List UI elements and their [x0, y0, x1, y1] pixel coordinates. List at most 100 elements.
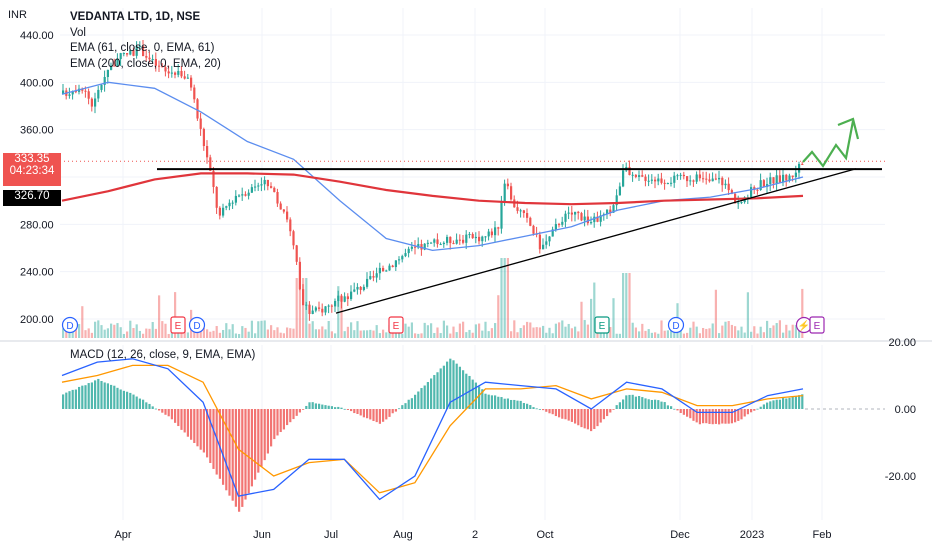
macd-histogram-bar: [81, 385, 84, 409]
volume-bar: [622, 273, 625, 338]
candle-body: [151, 58, 154, 60]
candle-body: [148, 57, 151, 60]
volume-bar: [167, 333, 170, 338]
event-marker-label: D: [193, 321, 200, 332]
macd-histogram-bar: [698, 409, 701, 425]
candle-body: [657, 178, 660, 182]
candle-body: [417, 244, 420, 248]
volume-bar: [698, 333, 701, 338]
candle-body: [241, 194, 244, 196]
volume-bar: [151, 322, 154, 338]
event-marker: [388, 316, 404, 334]
candle-body: [228, 202, 231, 207]
volume-bar: [634, 327, 637, 338]
volume-bar: [244, 327, 247, 338]
macd-histogram-bar: [298, 409, 301, 413]
macd-histogram-bar: [791, 396, 794, 409]
time-tick-label: Oct: [536, 529, 553, 541]
macd-histogram-bar: [366, 409, 369, 419]
macd-histogram-bar: [734, 409, 737, 423]
volume-bar: [458, 323, 461, 338]
macd-legend[interactable]: MACD (12, 26, close, 9, EMA, EMA): [70, 349, 256, 361]
macd-histogram-bar: [292, 409, 295, 420]
candle-body: [711, 178, 714, 182]
volume-bar: [62, 328, 65, 338]
volume-bar: [468, 329, 471, 338]
candle-body: [314, 307, 317, 311]
macd-tick-label: 0.00: [895, 404, 916, 416]
candle-body: [772, 177, 775, 184]
candle-body: [206, 146, 209, 158]
volume-bar: [378, 333, 381, 338]
candle-body: [334, 301, 337, 307]
candle-body: [158, 65, 161, 67]
macd-histogram-bar: [676, 409, 679, 411]
candle-body: [769, 177, 772, 185]
volume-bar: [420, 333, 423, 338]
macd-histogram-bar: [289, 409, 292, 423]
macd-histogram-bar: [330, 406, 333, 409]
macd-histogram-bar: [308, 402, 311, 409]
candle-body: [449, 236, 452, 244]
volume-bar: [481, 330, 484, 338]
candle-body: [289, 219, 292, 232]
candle-body: [503, 183, 506, 203]
candle-body: [119, 53, 122, 60]
volume-bar: [708, 328, 711, 338]
candle-body: [292, 231, 295, 246]
candle-body: [135, 46, 138, 56]
macd-histogram-bar: [250, 409, 253, 487]
macd-histogram-bar: [87, 383, 90, 409]
event-marker-label: E: [599, 321, 606, 332]
event-marker-label: E: [393, 321, 400, 332]
macd-histogram-bar: [180, 409, 183, 430]
candle-body: [580, 213, 583, 221]
volume-bar: [756, 333, 759, 338]
macd-histogram-bar: [151, 406, 154, 409]
macd-histogram-bar: [458, 366, 461, 409]
candle-body: [442, 242, 445, 245]
macd-histogram-bar: [404, 403, 407, 409]
candle-body: [186, 77, 189, 79]
macd-histogram-bar: [238, 409, 241, 512]
candle-body: [190, 77, 193, 88]
volume-bar: [497, 295, 500, 338]
volume-bar: [106, 328, 109, 338]
candle-body: [254, 186, 257, 188]
macd-histogram-bar: [721, 409, 724, 424]
candle-body: [426, 242, 429, 244]
volume-bar: [775, 323, 778, 338]
volume-bar: [142, 333, 145, 338]
volume-bar: [372, 330, 375, 338]
volume-bar: [353, 330, 356, 338]
volume-bar: [535, 327, 538, 338]
macd-histogram-bar: [343, 408, 346, 410]
candle-body: [350, 291, 353, 300]
macd-histogram-bar: [519, 400, 522, 409]
candle-body: [250, 187, 253, 193]
candle-body: [122, 53, 125, 55]
volume-bar: [318, 329, 321, 338]
candle-body: [676, 175, 679, 177]
candle-body: [762, 180, 765, 187]
macd-histogram-bar: [593, 409, 596, 429]
macd-histogram-bar: [145, 402, 148, 409]
volume-bar: [650, 332, 653, 338]
price-tick-label: 240.00: [20, 267, 54, 279]
volume-bar: [401, 333, 404, 338]
volume-bar: [689, 327, 692, 338]
volume-bar: [449, 333, 452, 338]
candle-body: [606, 209, 609, 215]
candle-body: [529, 217, 532, 226]
volume-bar: [289, 328, 292, 338]
macd-histogram-bar: [644, 398, 647, 409]
volume-bar: [90, 332, 93, 338]
macd-histogram-bar: [346, 409, 349, 410]
volume-bar: [478, 323, 481, 338]
volume-bar: [183, 329, 186, 338]
candle-body: [356, 286, 359, 290]
macd-histogram-bar: [743, 409, 746, 417]
candle-body: [212, 170, 215, 187]
volume-bar: [311, 321, 314, 338]
